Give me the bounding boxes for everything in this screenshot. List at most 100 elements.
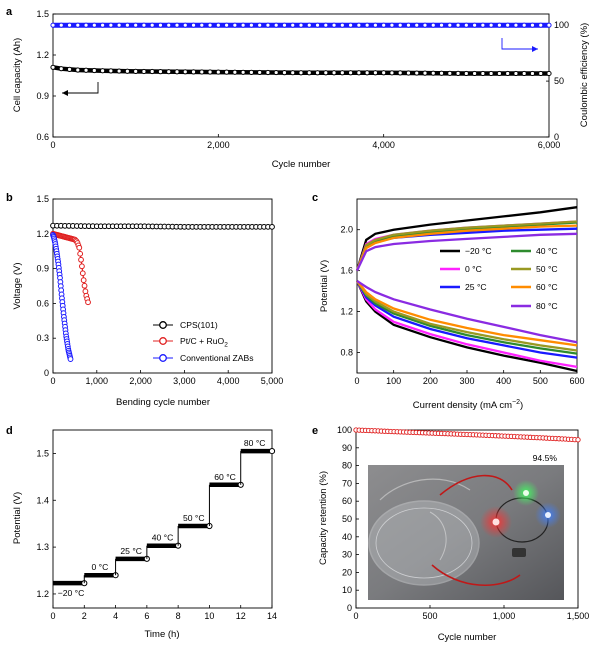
a-capacity-point	[306, 70, 312, 76]
d-xlabel: Time (h)	[144, 629, 179, 640]
d-xtick-label: 6	[144, 611, 149, 621]
a-ce-point	[224, 22, 230, 28]
d-xtick-label: 12	[236, 611, 246, 621]
e-ytick-label: 30	[342, 550, 352, 560]
a-ce-point	[257, 22, 263, 28]
a-ce-point	[546, 22, 552, 28]
e-ytick-label: 10	[342, 585, 352, 595]
b-legend-marker-cps	[159, 321, 167, 329]
c-ylabel: Potential (V)	[319, 260, 330, 312]
b-ptc-ruo2-point	[78, 256, 84, 263]
c-legend-label-60: 60 °C	[536, 282, 558, 292]
a-capacity-point	[538, 70, 544, 77]
a-ce-point	[240, 22, 246, 28]
a-capacity-point	[339, 70, 345, 76]
a-ce-point	[75, 22, 81, 28]
e-xlabel: Cycle number	[438, 632, 497, 643]
a-ce-point	[298, 22, 304, 28]
a-ce-point	[174, 22, 180, 28]
c-xtick-label: 400	[496, 376, 511, 386]
d-ytick-label: 1.4	[36, 495, 49, 505]
a-xtick-label: 0	[50, 140, 55, 150]
c-charge-curve-6	[355, 232, 578, 272]
a-capacity-point	[397, 70, 403, 76]
a-capacity-point	[124, 68, 131, 74]
d-step-label-4: 50 °C	[183, 513, 205, 523]
a-capacity-point	[389, 70, 395, 76]
a-ce-point	[100, 22, 106, 28]
c-legend-label-m20: −20 °C	[465, 246, 492, 256]
d-plot-frame	[52, 429, 273, 609]
b-legend-marker-conv	[159, 354, 167, 362]
a-ce-point	[356, 22, 362, 28]
a-capacity-point	[58, 66, 64, 72]
a-ce-point	[166, 22, 172, 28]
b-ptc-ruo2-point	[76, 244, 83, 251]
a-capacity-point	[480, 70, 486, 77]
a-ce-point	[207, 22, 213, 28]
a-capacity-point	[314, 70, 321, 76]
a-ce-point	[248, 22, 254, 28]
a-ce-point	[447, 22, 453, 28]
e-xtick-label: 0	[353, 611, 358, 621]
c-discharge-curve-4	[356, 280, 578, 352]
c-legend-label-0: 0 °C	[465, 264, 482, 274]
a-ce-point	[290, 22, 296, 28]
c-discharge-curve-2	[355, 280, 578, 359]
c-xtick-label: 300	[459, 376, 474, 386]
d-xtick-label: 0	[50, 611, 55, 621]
e-ytick-label: 100	[337, 425, 352, 435]
e-xtick-label: 1,500	[567, 611, 590, 621]
a-ytick-label: 1.2	[36, 50, 49, 60]
a-ce-point	[430, 22, 436, 28]
a-capacity-point	[521, 70, 527, 77]
a-capacity-point	[281, 70, 288, 76]
a-ce-point	[372, 22, 378, 28]
a-capacity-point	[174, 69, 180, 75]
b-legend-marker-ptc	[159, 337, 167, 345]
a-ylabel: Cell capacity (Ah)	[12, 38, 23, 112]
a-capacity-point	[331, 70, 337, 76]
a-ce-point	[323, 22, 329, 28]
a-capacity-point	[182, 69, 188, 75]
a-ce-point	[199, 22, 205, 28]
a-ce-point	[389, 22, 395, 28]
a-ce-point	[422, 22, 428, 28]
e-xtick-label: 500	[422, 611, 437, 621]
a-capacity-point	[488, 70, 494, 77]
a-capacity-point	[83, 67, 89, 73]
c-xlabel: Current density (mA cm−2)	[413, 399, 523, 411]
b-legend: CPS(101) Pt/C + RuO2 Conventional ZABs	[153, 320, 254, 363]
e-ylabel: Capacity retention (%)	[318, 471, 329, 565]
a-capacity-point	[414, 70, 420, 76]
c-xtick-label: 200	[423, 376, 438, 386]
c-discharge-curve-1	[355, 280, 578, 369]
c-ytick-label: 1.6	[340, 266, 353, 276]
a-ce-point	[133, 22, 139, 28]
c-legend-label-40: 40 °C	[536, 246, 558, 256]
a-capacity-point	[356, 70, 362, 76]
b-xtick-label: 1,000	[86, 376, 109, 386]
c-legend-label-80: 80 °C	[536, 301, 558, 311]
a-capacity-point	[166, 69, 172, 75]
d-ytick-label: 1.2	[36, 589, 49, 599]
c-xtick-label: 600	[569, 376, 584, 386]
a-capacity-point	[455, 70, 461, 76]
panel-label-a: a	[6, 6, 13, 18]
a-capacity-point	[141, 68, 147, 75]
a-xtick-label: 2,000	[207, 140, 230, 150]
c-charge-curve-4	[355, 220, 578, 271]
c-ytick-label: 0.8	[340, 348, 353, 358]
c-legend: −20 °C 0 °C 25 °C 40 °C 50 °C 60 °C 80 °…	[440, 246, 558, 311]
a-y2tick-label: 100	[554, 20, 569, 30]
a-ce-point	[190, 22, 197, 28]
b-xlabel: Bending cycle number	[116, 397, 210, 408]
a-ce-point	[496, 22, 502, 28]
a-capacity-point	[199, 69, 205, 75]
a-ce-point	[438, 22, 445, 28]
a-ce-point	[50, 22, 56, 28]
a-ce-point	[364, 22, 370, 28]
a-capacity-point	[529, 70, 536, 77]
a-capacity-point	[66, 66, 73, 72]
a-ytick-label: 1.5	[36, 9, 49, 19]
